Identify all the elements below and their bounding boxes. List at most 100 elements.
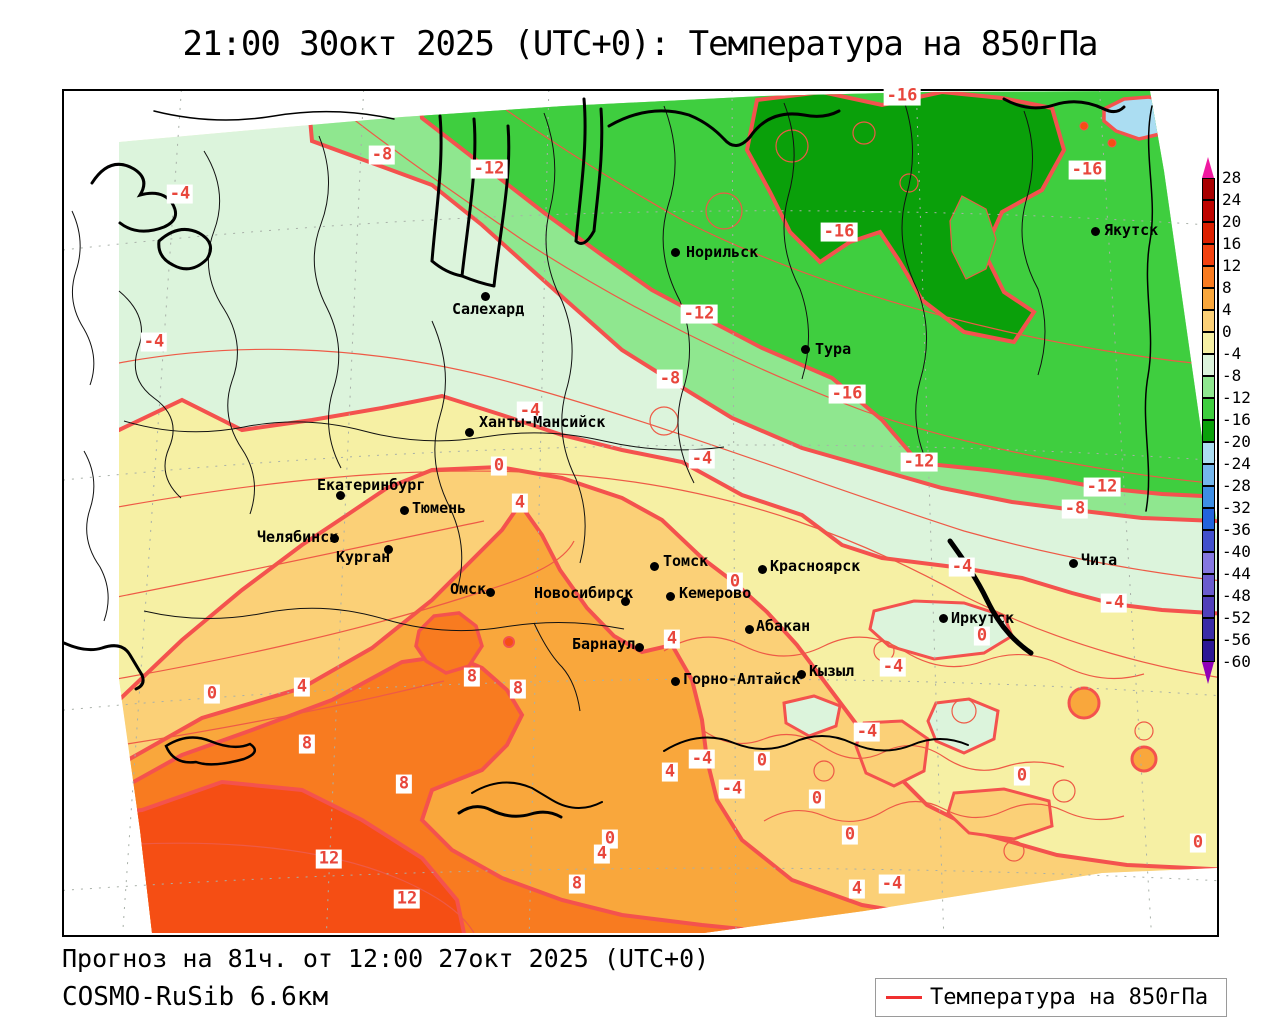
contour-label: 8	[568, 874, 586, 894]
contour-label: 4	[511, 493, 529, 513]
city-label: Иркутск	[951, 609, 1015, 627]
colorbar-cell	[1202, 310, 1215, 332]
city-dot	[621, 597, 630, 606]
city-dot	[650, 562, 659, 571]
contour-label: 0	[1013, 766, 1031, 786]
band-minus20-minus16	[744, 91, 1067, 345]
contour-label: -16	[1068, 160, 1106, 180]
colorbar-tick-label: -40	[1222, 542, 1251, 561]
city-label: Кызыл	[809, 662, 855, 680]
city-dot	[384, 545, 393, 554]
region-borders	[71, 100, 1046, 712]
colorbar-cell	[1202, 420, 1215, 442]
legend-line-swatch	[886, 996, 922, 999]
map-legend: Температура на 850гПа	[875, 978, 1227, 1017]
forecast-caption: Прогноз на 81ч. от 12:00 27окт 2025 (UTC…	[62, 944, 710, 973]
city-dot	[400, 506, 409, 515]
graticule	[64, 91, 1217, 933]
colorbar-cell	[1202, 354, 1215, 376]
contour-label: -4	[879, 657, 907, 677]
contour-label: -8	[656, 369, 684, 389]
contour-label: 4	[661, 762, 679, 782]
colorbar-cell	[1202, 552, 1215, 574]
contour-label: 8	[395, 774, 413, 794]
national-borders	[471, 735, 969, 809]
colorbar-tick-label: -56	[1222, 630, 1251, 649]
contour-label: 0	[808, 789, 826, 809]
colorbar-tick-label: 20	[1222, 212, 1242, 231]
colorbar-cell	[1202, 596, 1215, 618]
colorbar-tick-label: -16	[1222, 410, 1251, 429]
city-label: Чита	[1081, 551, 1118, 569]
contour-label: -4	[718, 779, 746, 799]
city-dot	[635, 643, 644, 652]
colorbar-over-triangle	[1202, 157, 1214, 178]
city-dot	[801, 345, 810, 354]
contour-label: -16	[883, 86, 921, 106]
contour-label: -4	[688, 449, 716, 469]
colorbar-tick-label: 16	[1222, 234, 1242, 253]
colorbar-tick-label: -20	[1222, 432, 1251, 451]
contour-label: 8	[509, 679, 527, 699]
colorbar-cell	[1202, 266, 1215, 288]
city-label: Томск	[663, 552, 709, 570]
city-label: Челябинск	[257, 528, 339, 546]
contour-label: -12	[1083, 477, 1121, 497]
colorbar-tick-label: 24	[1222, 190, 1242, 209]
contour-label: -4	[878, 874, 906, 894]
contour-label: 0	[490, 456, 508, 476]
city-label: Кемерово	[679, 584, 752, 602]
map-overlay: -16 -8 -12 -16 -4 -16 -12 -4 -8 -16 -4 -4 0 -12 -12 4 -8…	[64, 86, 1217, 935]
city-dot	[758, 565, 767, 574]
contour-label: -4	[948, 557, 976, 577]
colorbar-tick-label: -60	[1222, 652, 1251, 671]
city-label: Горно-Алтайск	[683, 670, 801, 688]
colorbar-cell	[1202, 178, 1215, 200]
contour-label: -8	[368, 145, 396, 165]
city-label: Тура	[815, 340, 852, 358]
city-label: Курган	[336, 548, 391, 566]
contour-label: 4	[848, 879, 866, 899]
contour-label: -16	[820, 222, 858, 242]
city-label: Тюмень	[412, 499, 467, 517]
contour-label: -4	[166, 184, 194, 204]
colorbar-cell	[1202, 486, 1215, 508]
thin-contours	[119, 91, 1217, 933]
colorbar-cell	[1202, 618, 1215, 640]
city-label: Омск	[450, 580, 487, 598]
city-label: Салехард	[452, 300, 525, 318]
colorbar-tick-label: 12	[1222, 256, 1242, 275]
colorbar-cell	[1202, 442, 1215, 464]
contour-label: -12	[900, 452, 938, 472]
city-dot	[671, 248, 680, 257]
city-dot	[797, 670, 806, 679]
city-dot	[939, 614, 948, 623]
colorbar-tick-label: -32	[1222, 498, 1251, 517]
colorbar-tick-label: 8	[1222, 278, 1232, 297]
colorbar-tick-label: -24	[1222, 454, 1251, 473]
contour-label: -4	[688, 749, 716, 769]
colorbar-tick-label: 4	[1222, 300, 1232, 319]
city-label: Абакан	[756, 617, 811, 635]
contour-label: -12	[470, 159, 508, 179]
model-caption: COSMO-RuSib 6.6км	[62, 982, 329, 1012]
colorbar-cell	[1202, 288, 1215, 310]
colorbar-cell	[1202, 464, 1215, 486]
city-label: Ханты-Мансийск	[479, 413, 606, 431]
contour-label: 0	[601, 829, 619, 849]
contour-label: -4	[140, 332, 168, 352]
contour-label: 0	[203, 684, 221, 704]
band-8-12	[119, 652, 804, 933]
city-label: Красноярск	[770, 557, 861, 575]
city-dot	[486, 588, 495, 597]
city-dot	[481, 292, 490, 301]
colorbar-cell	[1202, 508, 1215, 530]
contour-label: -4	[853, 722, 881, 742]
city-label: Барнаул	[572, 635, 636, 653]
city-dot	[1069, 559, 1078, 568]
city-dot	[465, 428, 474, 437]
contour-label: 0	[973, 626, 991, 646]
colorbar-tick-label: -28	[1222, 476, 1251, 495]
map-frame: -16 -8 -12 -16 -4 -16 -12 -4 -8 -16 -4 -4 0 -12 -12 4 -8…	[62, 86, 1219, 937]
